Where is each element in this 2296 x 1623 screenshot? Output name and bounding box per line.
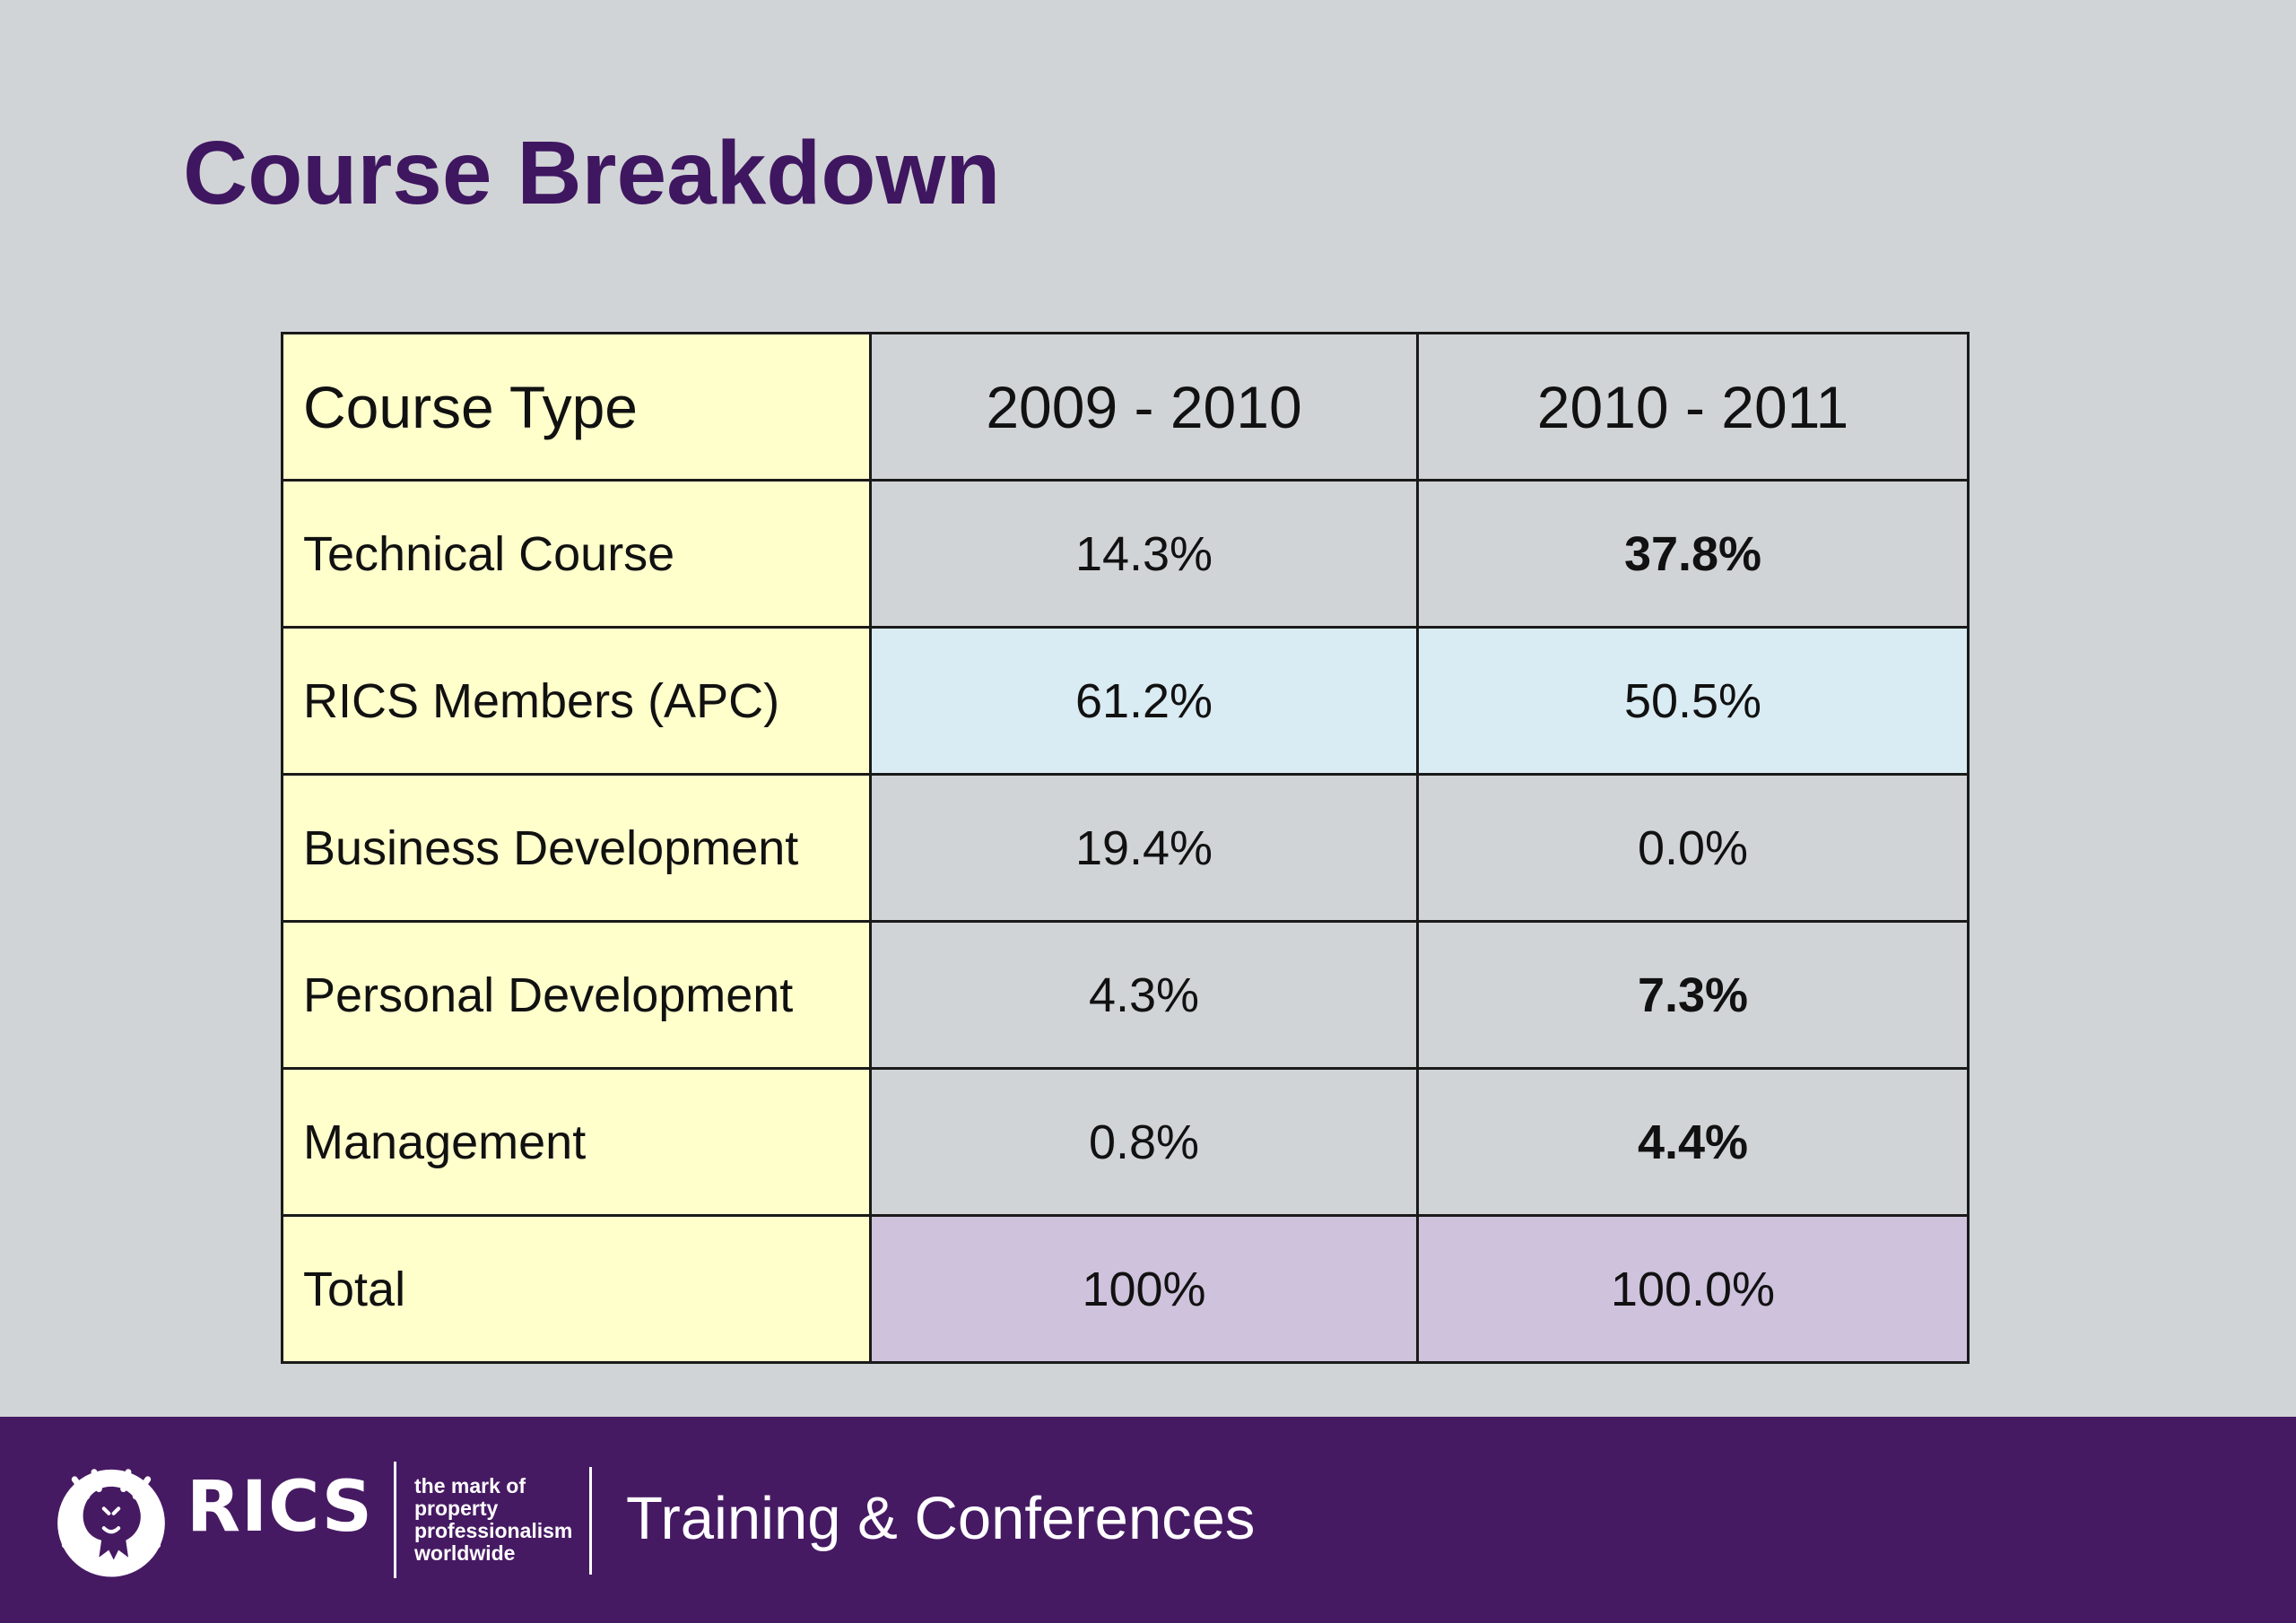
- tagline-line: the mark of: [414, 1474, 526, 1497]
- row-label: Management: [281, 1067, 872, 1217]
- column-header-2010-2011: 2010 - 2011: [1416, 332, 1970, 482]
- value-2010-2011: 4.4%: [1416, 1067, 1970, 1217]
- value-2010-2011: 7.3%: [1416, 920, 1970, 1070]
- value-2010-2011: 100.0%: [1416, 1214, 1970, 1364]
- footer-bar: RICS the mark of property professionalis…: [0, 1417, 2296, 1623]
- table-row: RICS Members (APC) 61.2% 50.5%: [281, 626, 1970, 776]
- footer-title: Training & Conferences: [626, 1485, 1256, 1552]
- row-label: Technical Course: [281, 479, 872, 629]
- value-2009-2010: 4.3%: [869, 920, 1419, 1070]
- row-label: Business Development: [281, 773, 872, 923]
- rics-lion-icon: [57, 1469, 165, 1577]
- table-header-row: Course Type 2009 - 2010 2010 - 2011: [281, 332, 1970, 482]
- footer-divider: [589, 1467, 592, 1575]
- table-row: Personal Development 4.3% 7.3%: [281, 920, 1970, 1070]
- value-2009-2010: 19.4%: [869, 773, 1419, 923]
- value-2009-2010: 61.2%: [869, 626, 1419, 776]
- value-2010-2011: 50.5%: [1416, 626, 1970, 776]
- column-header-course-type: Course Type: [281, 332, 872, 482]
- tagline-line: worldwide: [414, 1541, 516, 1565]
- table-row: Business Development 19.4% 0.0%: [281, 773, 1970, 923]
- tagline-line: property: [414, 1497, 499, 1520]
- value-2009-2010: 14.3%: [869, 479, 1419, 629]
- footer-divider: [394, 1462, 396, 1578]
- row-label: Total: [281, 1214, 872, 1364]
- table-row: Technical Course 14.3% 37.8%: [281, 479, 1970, 629]
- rics-logo-text: RICS: [187, 1467, 373, 1548]
- row-label: RICS Members (APC): [281, 626, 872, 776]
- column-header-2009-2010: 2009 - 2010: [869, 332, 1419, 482]
- logo-tagline: the mark of property professionalism wor…: [414, 1475, 572, 1565]
- value-2010-2011: 0.0%: [1416, 773, 1970, 923]
- tagline-line: professionalism: [414, 1519, 573, 1542]
- value-2009-2010: 100%: [869, 1214, 1419, 1364]
- page-title: Course Breakdown: [183, 123, 1001, 223]
- table-row: Management 0.8% 4.4%: [281, 1067, 1970, 1217]
- table-row-total: Total 100% 100.0%: [281, 1214, 1970, 1364]
- value-2009-2010: 0.8%: [869, 1067, 1419, 1217]
- value-2010-2011: 37.8%: [1416, 479, 1970, 629]
- course-breakdown-table: Course Type 2009 - 2010 2010 - 2011 Tech…: [281, 332, 1970, 1364]
- row-label: Personal Development: [281, 920, 872, 1070]
